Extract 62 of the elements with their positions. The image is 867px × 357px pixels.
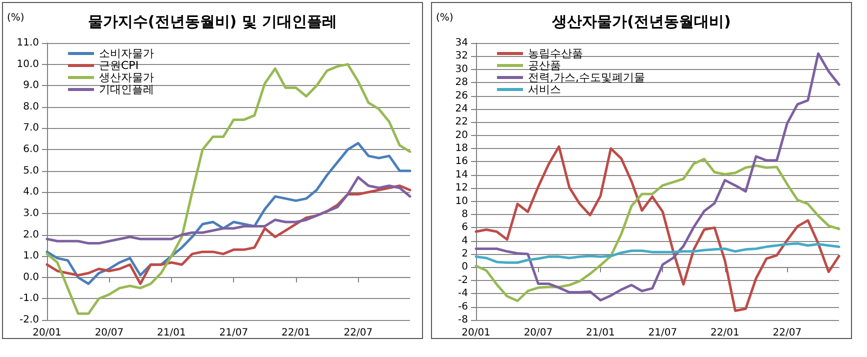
y-tick-label: 24 — [455, 103, 468, 114]
y-tick-label: 28 — [455, 77, 468, 88]
y-tick-label: 0.0 — [23, 272, 39, 283]
chart-title: 생산자물가(전년동월대비) — [551, 12, 731, 30]
y-tick-label: 16 — [455, 156, 468, 168]
line-series — [474, 242, 840, 264]
y-tick-label: 30 — [455, 64, 468, 75]
y-tick-label: 2 — [462, 248, 468, 260]
legend-label: 생산자물가 — [99, 71, 154, 84]
x-tick-label: 21/07 — [219, 328, 248, 338]
y-tick-label: 10 — [455, 196, 468, 207]
legend-label: 소비자물가 — [99, 47, 154, 60]
legend-label: 기대인플레 — [99, 83, 154, 96]
x-tick-label: 20/01 — [462, 328, 490, 338]
legend-label: 공산품 — [528, 59, 561, 72]
y-tick-label: -2.0 — [19, 314, 39, 326]
y-tick-label: 0 — [462, 262, 468, 273]
y-tick-label: 26 — [455, 90, 468, 102]
y-tick-label: 22 — [455, 116, 468, 128]
y-tick-label: -6 — [458, 301, 468, 312]
x-tick-label: 20/07 — [524, 328, 553, 338]
y-axis-title: (%) — [7, 12, 24, 24]
y-tick-label: 12 — [455, 182, 468, 194]
y-tick-label: 3.0 — [23, 208, 39, 219]
y-tick-label: 20 — [455, 130, 468, 141]
y-tick-label: 7.0 — [23, 122, 39, 134]
legend-label: 서비스 — [528, 83, 561, 96]
x-tick-label: 20/07 — [94, 328, 124, 338]
x-tick-label: 20/01 — [32, 328, 62, 338]
y-tick-label: -2 — [458, 274, 468, 286]
y-tick-label: 11.0 — [16, 38, 39, 48]
y-tick-label: 9.0 — [23, 80, 39, 92]
y-tick-label: 34 — [455, 38, 468, 48]
line-series — [46, 176, 412, 245]
y-tick-label: 1.0 — [23, 250, 39, 262]
y-tick-label: 4 — [462, 235, 468, 246]
y-tick-label: 5.0 — [23, 165, 39, 176]
y-tick-label: 32 — [455, 50, 468, 62]
y-tick-label: 8.0 — [23, 101, 39, 112]
legend-label: 전력,가스,수도및폐기물 — [528, 71, 645, 84]
x-tick-label: 21/07 — [648, 328, 678, 338]
y-tick-label: 6 — [462, 222, 468, 234]
y-tick-label: -4 — [458, 288, 468, 300]
x-tick-label: 21/01 — [157, 328, 186, 338]
y-axis-title: (%) — [436, 12, 454, 24]
x-tick-label: 22/01 — [710, 328, 740, 338]
x-tick-label: 21/01 — [586, 328, 615, 338]
legend-label: 농림수산품 — [528, 47, 583, 60]
x-tick-label: 22/07 — [772, 328, 802, 338]
y-tick-label: 10.0 — [16, 58, 39, 70]
y-tick-label: 8 — [462, 208, 468, 220]
x-tick-label: 22/01 — [282, 328, 310, 338]
y-tick-label: 14 — [455, 169, 468, 180]
y-tick-label: 18 — [455, 143, 468, 154]
x-tick-label: 22/07 — [344, 328, 373, 338]
y-tick-label: 2.0 — [23, 229, 39, 240]
y-tick-label: -8 — [458, 314, 468, 326]
y-tick-label: -1.0 — [19, 293, 39, 304]
y-tick-label: 4.0 — [23, 186, 39, 198]
y-tick-label: 6.0 — [23, 144, 39, 156]
chart-title: 물가지수(전년동월비) 및 기대인플레 — [88, 12, 338, 30]
legend-label: 근원CPI — [99, 59, 139, 72]
